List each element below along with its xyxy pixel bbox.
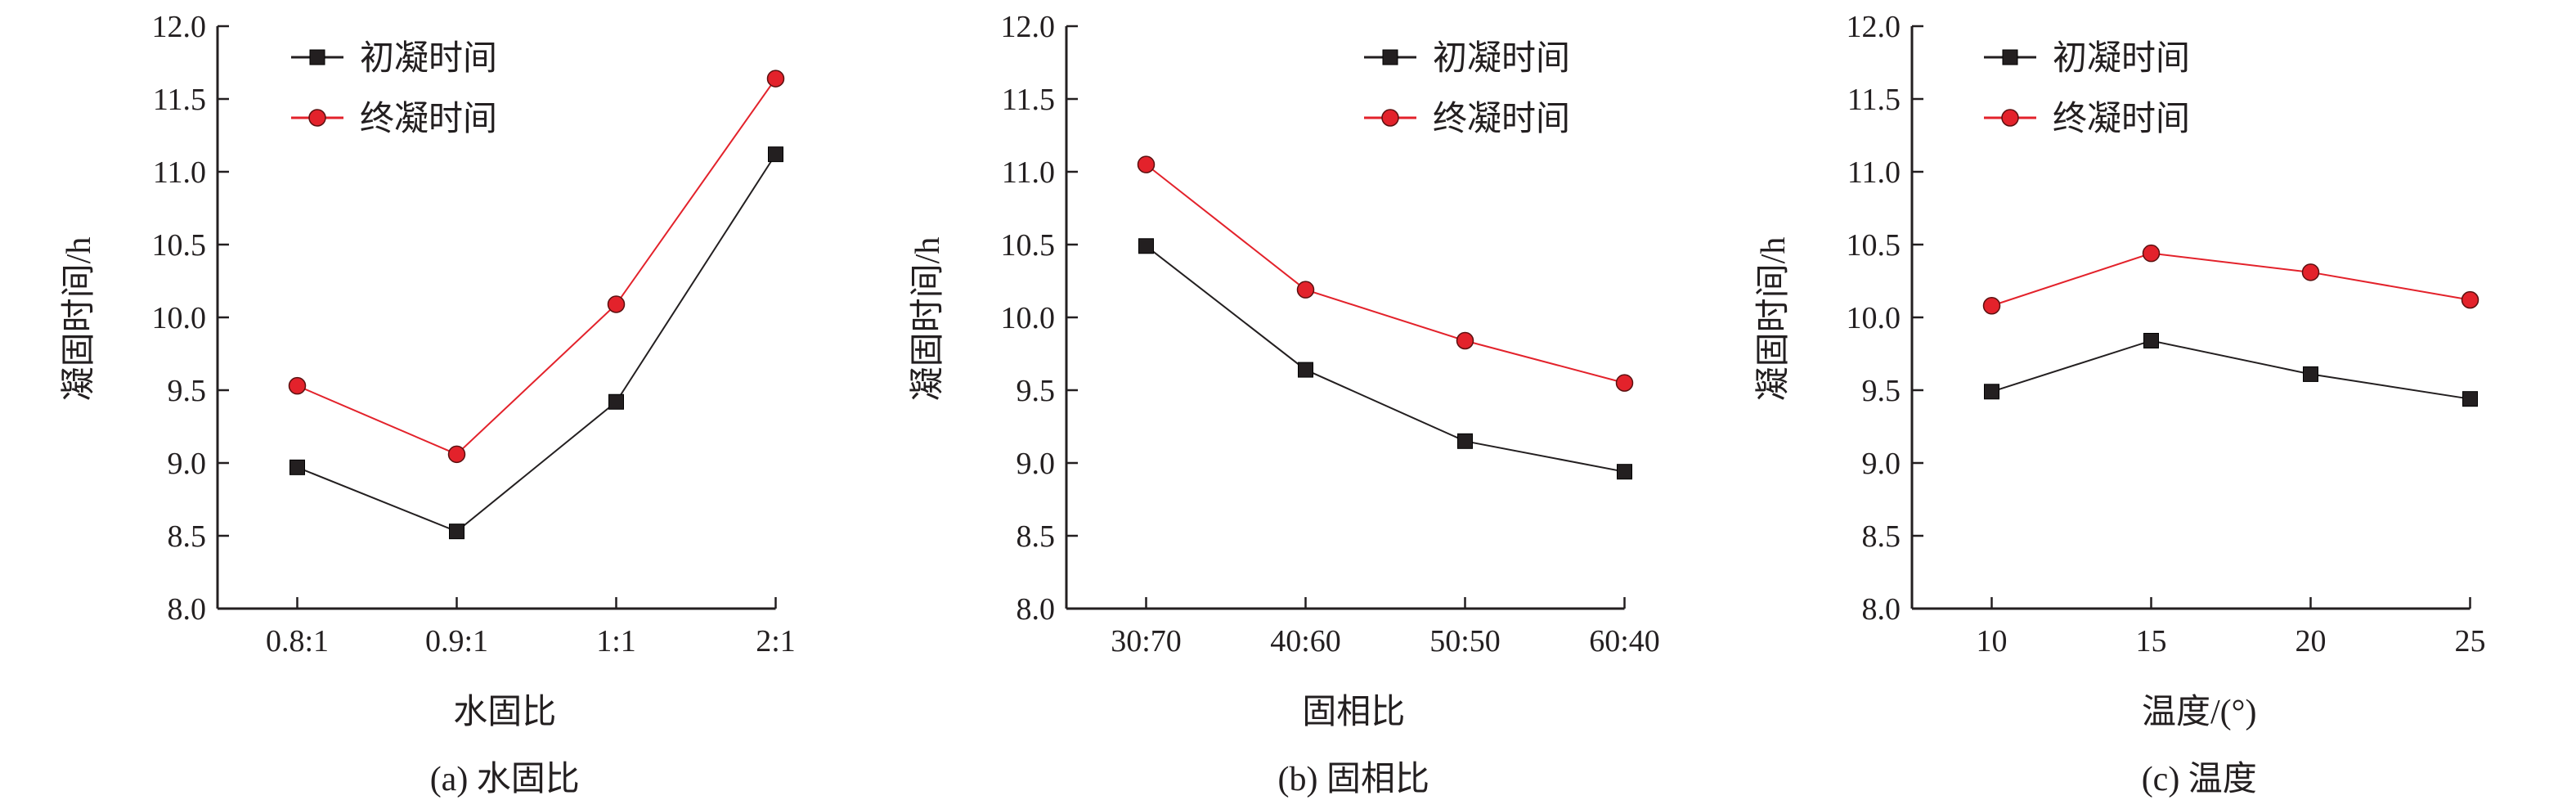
x-axis-label: 温度/(°) xyxy=(2142,694,2256,731)
x-tick-label: 50:50 xyxy=(1429,624,1501,658)
data-point xyxy=(2462,391,2478,407)
data-point xyxy=(768,146,783,163)
series-line-1 xyxy=(1145,164,1625,384)
y-tick-label: 9.0 xyxy=(168,447,207,481)
y-tick-label: 10.0 xyxy=(152,301,207,335)
x-tick-label: 0.9:1 xyxy=(425,624,488,658)
data-point xyxy=(1456,331,1474,350)
series-line-1 xyxy=(297,78,777,456)
data-point xyxy=(2301,263,2320,281)
data-point xyxy=(2142,244,2161,263)
data-point xyxy=(289,459,305,475)
y-tick-label: 10.5 xyxy=(1847,228,1901,263)
data-point xyxy=(608,393,624,410)
y-tick-label: 10.0 xyxy=(1847,301,1901,335)
y-tick-label: 9.5 xyxy=(1862,374,1901,408)
data-point xyxy=(447,445,466,464)
y-tick-label: 8.0 xyxy=(168,592,207,627)
data-point xyxy=(1982,297,2001,315)
data-point xyxy=(1138,238,1154,254)
legend-label: 初凝时间 xyxy=(1433,40,1570,78)
y-tick-label: 10.0 xyxy=(1001,301,1056,335)
data-point xyxy=(1615,374,1634,392)
y-tick-label: 8.5 xyxy=(168,519,207,554)
chart-panel-1: 8.0 8.5 9.0 9.5 10.0 10.5 11.0 11.5 12.0 30:70 40:… xyxy=(909,10,1660,798)
y-tick-label: 9.0 xyxy=(1016,447,1056,481)
x-tick-label: 0.8:1 xyxy=(266,624,329,658)
data-point xyxy=(449,524,464,540)
series-line-1 xyxy=(1991,252,2471,307)
y-tick-label: 11.5 xyxy=(1002,83,1055,117)
data-point xyxy=(766,70,785,88)
x-tick-label: 25 xyxy=(2455,624,2486,658)
legend-marker xyxy=(308,109,326,127)
legend-marker xyxy=(2002,49,2018,65)
x-tick-label: 15 xyxy=(2136,624,2167,658)
y-tick-label: 10.5 xyxy=(1001,228,1056,263)
y-axis-label: 凝固时间/h xyxy=(1755,237,1793,402)
data-point xyxy=(1457,433,1473,449)
legend-label: 终凝时间 xyxy=(360,101,497,138)
y-tick-label: 11.0 xyxy=(153,155,206,190)
data-point xyxy=(1298,362,1313,378)
data-point xyxy=(2143,332,2159,348)
y-tick-label: 12.0 xyxy=(1001,10,1056,44)
y-tick-label: 9.5 xyxy=(168,374,207,408)
series-line-0 xyxy=(297,154,777,533)
y-tick-label: 11.0 xyxy=(1847,155,1901,190)
series-line-0 xyxy=(1991,339,2471,400)
data-point xyxy=(607,295,626,313)
data-point xyxy=(1984,384,1999,400)
y-axis-label: 凝固时间/h xyxy=(909,237,947,402)
y-axis-label: 凝固时间/h xyxy=(61,237,98,402)
x-tick-label: 1:1 xyxy=(596,624,636,658)
data-point xyxy=(2303,366,2318,382)
data-point xyxy=(1296,281,1315,299)
x-tick-label: 20 xyxy=(2296,624,2327,658)
x-tick-label: 40:60 xyxy=(1270,624,1341,658)
figure-caption: (c) 温度 xyxy=(2142,761,2257,798)
legend-marker xyxy=(309,49,325,65)
figure-caption: (b) 固相比 xyxy=(1278,761,1429,798)
x-tick-label: 10 xyxy=(1977,624,2008,658)
data-point xyxy=(288,376,307,395)
x-tick-label: 2:1 xyxy=(756,624,796,658)
legend-marker xyxy=(2001,109,2019,127)
y-tick-label: 9.5 xyxy=(1016,374,1056,408)
x-tick-label: 60:40 xyxy=(1589,624,1660,658)
series-line-0 xyxy=(1145,245,1625,473)
y-tick-label: 11.5 xyxy=(153,83,206,117)
y-tick-label: 8.5 xyxy=(1862,519,1901,554)
legend-label: 终凝时间 xyxy=(1433,101,1570,138)
legend-label: 终凝时间 xyxy=(2053,101,2190,138)
y-tick-label: 10.5 xyxy=(152,228,207,263)
data-point xyxy=(1617,464,1632,480)
legend-marker xyxy=(1382,49,1398,65)
y-tick-label: 11.0 xyxy=(1002,155,1055,190)
figure-caption: (a) 水固比 xyxy=(430,761,580,798)
y-tick-label: 9.0 xyxy=(1862,447,1901,481)
chart-panel-2: 8.0 8.5 9.0 9.5 10.0 10.5 11.0 11.5 12.0 10 15 20 25… xyxy=(1755,10,2486,798)
y-tick-label: 8.5 xyxy=(1016,519,1056,554)
x-tick-label: 30:70 xyxy=(1111,624,1182,658)
x-axis-label: 水固比 xyxy=(453,694,556,731)
legend-label: 初凝时间 xyxy=(360,40,497,78)
legend-label: 初凝时间 xyxy=(2053,40,2190,78)
y-tick-label: 8.0 xyxy=(1016,592,1056,627)
legend-marker xyxy=(1381,109,1399,127)
data-point xyxy=(1137,155,1156,173)
x-axis-label: 固相比 xyxy=(1302,694,1405,731)
data-point xyxy=(2461,290,2480,309)
y-tick-label: 8.0 xyxy=(1862,592,1901,627)
y-tick-label: 11.5 xyxy=(1847,83,1901,117)
chart-panel-0: 8.0 8.5 9.0 9.5 10.0 10.5 11.0 11.5 12.0 0.8:1 0.9… xyxy=(61,10,796,798)
y-tick-label: 12.0 xyxy=(152,10,207,44)
y-tick-label: 12.0 xyxy=(1847,10,1901,44)
